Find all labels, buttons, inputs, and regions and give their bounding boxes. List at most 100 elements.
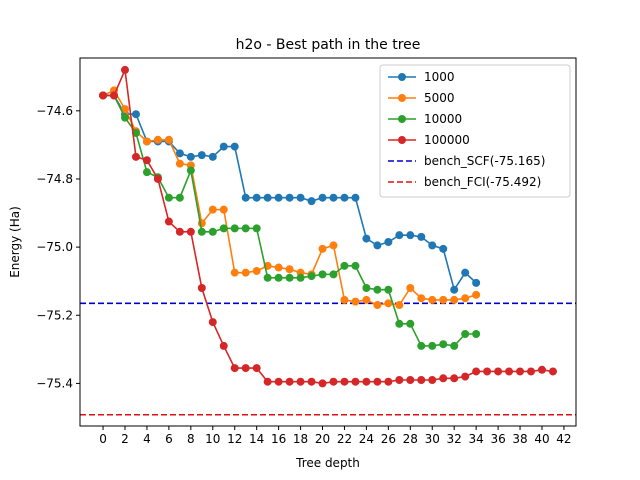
series-3-point-19	[307, 377, 316, 386]
legend: 1000 5000 10000 100000 bench_SCF(-75.165)ben…	[379, 64, 571, 198]
series-1-point-24	[362, 295, 371, 304]
series-1-point-33	[461, 294, 470, 303]
series-0-point-24	[362, 234, 371, 243]
series-0-point-27	[395, 231, 404, 240]
series-1-point-26	[384, 299, 393, 308]
series-3-point-22	[340, 377, 349, 386]
series-3-point-13	[241, 364, 250, 373]
x-tick-label: 20	[315, 432, 330, 446]
series-1-point-31	[439, 295, 448, 304]
x-tick-label: 34	[469, 432, 484, 446]
series-2-point-25	[373, 285, 382, 294]
series-3-point-4	[142, 156, 151, 165]
series-2-point-15	[263, 273, 272, 282]
series-2-point-11	[219, 224, 228, 233]
y-tick-label: −75.2	[36, 308, 73, 322]
x-tick-label: 28	[403, 432, 418, 446]
series-2-point-7	[175, 193, 184, 202]
series-3-point-38	[516, 367, 525, 376]
series-2-point-34	[472, 330, 481, 338]
x-tick-label: 40	[534, 432, 549, 446]
series-1-point-2	[120, 105, 129, 114]
x-tick-label: 24	[359, 432, 374, 446]
series-2-point-21	[329, 270, 338, 279]
x-tick-label: 36	[490, 432, 505, 446]
series-3-point-24	[362, 377, 371, 386]
x-tick-label: 6	[165, 432, 173, 446]
series-1-point-12	[230, 268, 239, 277]
x-tick-label: 10	[205, 432, 220, 446]
series-2-point-13	[241, 224, 250, 233]
series-3-point-17	[285, 377, 294, 386]
series-2-point-22	[340, 261, 349, 270]
series-1-point-25	[373, 301, 382, 310]
series-2-point-19	[307, 272, 316, 281]
series-2-point-2	[120, 113, 129, 122]
series-2-point-24	[362, 284, 371, 292]
series-3-point-16	[274, 377, 283, 386]
series-1-point-5	[153, 135, 162, 144]
series-0-point-28	[406, 231, 415, 240]
series-1-point-30	[428, 295, 437, 304]
series-1-point-17	[285, 265, 294, 274]
series-1-point-13	[241, 268, 250, 277]
series-3-point-8	[186, 227, 195, 236]
series-0-point-30	[428, 241, 437, 250]
series-1-point-11	[219, 205, 228, 214]
series-3-point-32	[450, 374, 459, 383]
series-2-point-6	[164, 193, 173, 202]
series-3-point-3	[131, 152, 140, 161]
series-3-point-28	[406, 376, 415, 384]
y-tick-label: −74.6	[36, 104, 73, 118]
series-0-point-10	[208, 152, 217, 161]
legend-swatch-marker	[398, 94, 406, 102]
series-3-point-27	[395, 376, 404, 384]
series-3-point-36	[494, 367, 503, 376]
y-tick-label: −74.8	[36, 172, 73, 186]
series-0-point-12	[230, 142, 239, 151]
x-tick-label: 4	[143, 432, 151, 446]
series-1-point-7	[175, 159, 184, 168]
y-tick-label: −75.0	[36, 240, 73, 254]
series-3-point-10	[208, 318, 217, 327]
series-3-point-29	[417, 376, 426, 384]
series-3-point-20	[318, 379, 327, 388]
x-tick-label: 14	[249, 432, 264, 446]
legend-label: 5000	[424, 91, 455, 105]
series-1-point-6	[164, 135, 173, 144]
chart-title: h2o - Best path in the tree	[236, 37, 421, 53]
y-axis-label: Energy (Ha)	[8, 206, 22, 278]
series-2-point-12	[230, 224, 239, 233]
series-2-point-20	[318, 270, 327, 279]
legend-label: bench_SCF(-75.165)	[424, 154, 545, 168]
series-2-point-29	[417, 341, 426, 350]
x-axis: 0 2 4 6 8 10 12 14 16 18 20 22 24 26 28 30 32 34 36 38 40 42	[99, 426, 572, 446]
x-tick-label: 8	[187, 432, 195, 446]
series-1-point-14	[252, 266, 261, 275]
x-tick-label: 2	[121, 432, 129, 446]
series-3-point-31	[439, 374, 448, 383]
series-1-point-22	[340, 295, 349, 304]
series-1-point-23	[351, 297, 360, 306]
series-3-point-11	[219, 341, 228, 350]
series-0-point-14	[252, 193, 261, 202]
series-2-point-16	[274, 273, 283, 282]
series-3-point-23	[351, 377, 360, 386]
legend-label: 1000	[424, 70, 455, 84]
series-0-point-7	[175, 149, 184, 158]
x-axis-label: Tree depth	[295, 456, 360, 470]
x-tick-label: 32	[447, 432, 462, 446]
series-0-point-29	[417, 232, 426, 241]
x-tick-label: 12	[227, 432, 242, 446]
x-tick-label: 22	[337, 432, 352, 446]
series-2-point-8	[186, 166, 195, 175]
y-tick-label: −75.4	[36, 376, 73, 390]
series-2-point-23	[351, 261, 360, 270]
series-1-point-34	[472, 290, 481, 299]
series-0-point-18	[296, 193, 305, 202]
series-2-point-33	[461, 330, 470, 338]
series-3-point-35	[483, 367, 492, 376]
series-3-point-0	[99, 91, 108, 100]
series-1-point-29	[417, 294, 426, 303]
series-0-point-3	[131, 110, 140, 119]
